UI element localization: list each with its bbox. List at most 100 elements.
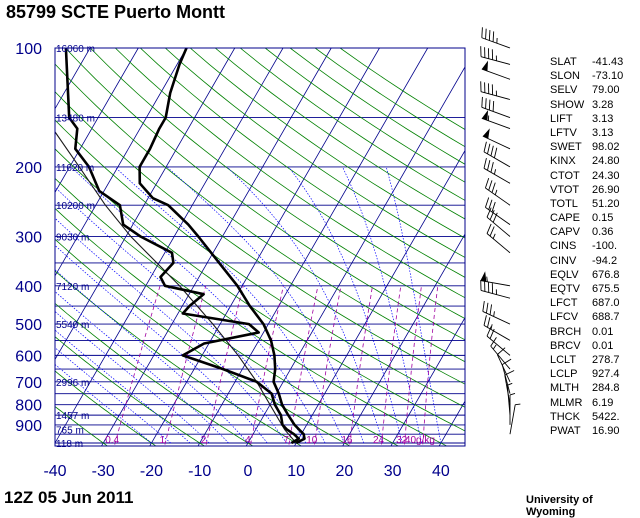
- wind-barb: [504, 370, 515, 405]
- dry-adiabat: [55, 302, 254, 446]
- height-label: 765 m: [56, 426, 84, 437]
- barb-full: [484, 177, 490, 189]
- index-name: SLON: [550, 70, 580, 83]
- barb-staff: [481, 68, 511, 80]
- dry-adiabat: [55, 91, 465, 385]
- dry-adiabat: [90, 48, 465, 319]
- index-value: 5422.: [592, 410, 620, 423]
- index-row-cins: CINS -100.: [550, 239, 640, 253]
- barb-full: [491, 49, 494, 60]
- index-name: LFCV: [550, 311, 579, 324]
- dry-adiabat: [55, 207, 400, 446]
- barb-staff: [485, 187, 511, 206]
- x-tick-label: -20: [140, 463, 163, 480]
- index-row-capv: CAPV 0.36: [550, 225, 640, 239]
- x-tick-label: 0: [243, 463, 252, 480]
- barb-full: [485, 302, 489, 314]
- dry-adiabat: [115, 48, 465, 299]
- barb-pennant: [480, 271, 487, 282]
- barb-half: [494, 189, 498, 196]
- height-label: 7120 m: [56, 282, 89, 293]
- index-value: 16.90: [592, 424, 620, 437]
- data-source: University of Wyoming: [526, 494, 593, 518]
- index-name: VTOT: [550, 183, 580, 196]
- height-label: 13480 m: [56, 114, 95, 125]
- sounding-traces: [55, 48, 306, 445]
- barb-half: [492, 344, 497, 350]
- isotherm-line: [149, 48, 380, 446]
- barb-half: [495, 289, 497, 295]
- index-value: 3.28: [592, 98, 614, 111]
- mixing-ratio-label: 1: [160, 435, 166, 446]
- index-name: CINV: [550, 254, 577, 267]
- barb-full: [501, 358, 512, 366]
- dry-adiabat: [189, 48, 465, 239]
- wind-barb: [480, 46, 511, 65]
- moist-adiabat: [55, 244, 268, 444]
- index-name: BRCH: [550, 325, 582, 338]
- mixing-ratio-line: [349, 285, 373, 446]
- index-value: 278.7: [592, 353, 620, 366]
- barb-staff: [483, 167, 511, 184]
- moist-adiabat: [342, 166, 422, 444]
- barb-full: [490, 145, 494, 157]
- barb-full: [483, 158, 487, 169]
- barb-full: [489, 210, 495, 220]
- barb-full: [486, 207, 492, 218]
- barb-half: [490, 324, 493, 330]
- barb-full: [488, 30, 491, 41]
- mixing-ratio-line: [164, 285, 207, 446]
- dry-adiabat: [55, 63, 465, 363]
- index-value: -41.43: [592, 56, 624, 68]
- index-name: THCK: [550, 410, 580, 423]
- isotherm-line: [55, 48, 187, 277]
- index-name: SELV: [550, 84, 578, 97]
- barb-full: [489, 304, 493, 315]
- mixing-ratio-label: 24: [373, 435, 385, 446]
- index-value: 0.36: [592, 226, 614, 239]
- index-value: 98.02: [592, 141, 620, 154]
- barb-full: [488, 99, 491, 111]
- barb-full: [490, 162, 494, 173]
- mixing-ratio-line: [404, 285, 422, 446]
- index-value: 3.13: [592, 112, 614, 125]
- pressure-tick-label: 600: [15, 348, 42, 365]
- mixing-ratio-line: [288, 285, 319, 446]
- index-row-lift: LIFT 3.13: [550, 112, 640, 126]
- height-label: 16060 m: [56, 44, 95, 55]
- barb-full: [480, 81, 482, 92]
- index-value: 24.80: [592, 155, 620, 168]
- index-value: 676.8: [592, 268, 620, 281]
- barb-full: [480, 46, 482, 57]
- mixing-ratio-label: 0.4: [105, 435, 119, 446]
- index-row-kinx: KINX 24.80: [550, 154, 640, 168]
- index-value: 687.0: [592, 297, 620, 310]
- barb-staff: [483, 151, 511, 168]
- wind-barb: [486, 207, 511, 237]
- mixing-ratio-line: [113, 285, 161, 446]
- mixing-ratio-line: [313, 285, 342, 446]
- barb-half: [493, 169, 497, 175]
- isotherm-line: [55, 48, 236, 361]
- mixing-ratio-line: [205, 285, 244, 446]
- moist-adiabat: [166, 166, 365, 444]
- x-tick-label: 40: [432, 463, 450, 480]
- pressure-tick-label: 200: [15, 160, 42, 177]
- barb-full: [487, 143, 491, 155]
- index-name: SLAT: [550, 56, 577, 68]
- wind-barb: [509, 392, 516, 425]
- index-row-selv: SELV 79.00: [550, 83, 640, 97]
- mixing-ratio-line: [422, 285, 439, 446]
- barb-half: [495, 55, 497, 61]
- barb-full: [491, 201, 496, 213]
- barb-full: [487, 317, 491, 328]
- index-name: LFTV: [550, 126, 577, 139]
- moist-adiabat: [288, 166, 403, 444]
- barb-full: [487, 48, 490, 59]
- wind-barb: [481, 60, 511, 80]
- pressure-tick-label: 800: [15, 398, 42, 415]
- moist-adiabat: [385, 166, 442, 444]
- pressure-tick-label: 700: [15, 375, 42, 392]
- index-value: -100.: [592, 240, 618, 253]
- pressure-tick-label: 500: [15, 317, 42, 334]
